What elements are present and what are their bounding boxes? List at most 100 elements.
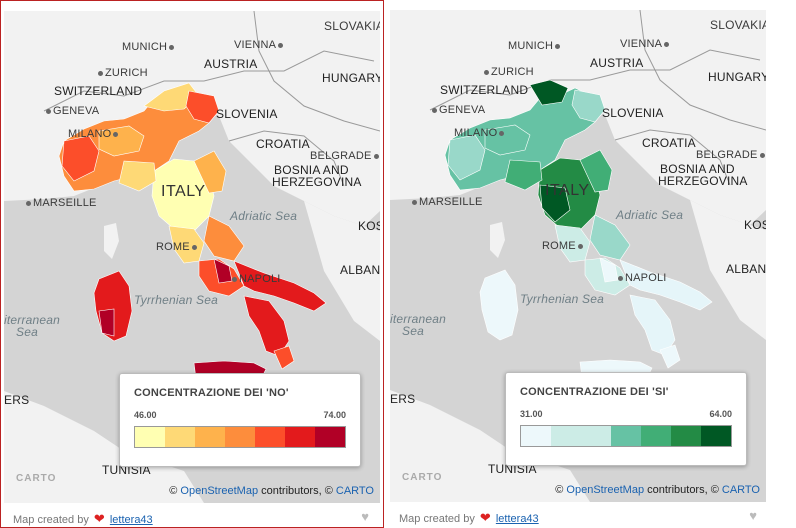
sea-label: iterranean <box>390 312 447 326</box>
country-label: SWITZERLAND <box>54 84 143 98</box>
like-heart-icon[interactable]: ♥ <box>749 508 757 523</box>
city-label: VIENNA <box>620 38 671 50</box>
legend: CONCENTRAZIONE DEI 'SI' 31.00 64.00 <box>505 372 747 466</box>
legend-min: 31.00 <box>520 409 543 419</box>
basemap <box>4 11 380 503</box>
country-label: ERS <box>390 392 416 406</box>
country-label: SLOVAKIA <box>710 18 766 32</box>
sea-label: Tyrrhenian Sea <box>520 292 604 306</box>
country-label: SLOVAKIA <box>324 19 380 33</box>
country-label-italy: ITALY <box>161 183 206 200</box>
country-label: SLOVENIA <box>216 107 278 121</box>
city-dot-icon <box>618 275 623 281</box>
map-canvas[interactable]: SLOVAKIA MUNICH VIENNA AUSTRIA ZURICH HU… <box>390 10 766 502</box>
legend-swatch <box>165 427 195 447</box>
city-dot-icon <box>412 199 417 205</box>
country-label: ERS <box>4 393 30 407</box>
osm-link[interactable]: OpenStreetMap <box>566 484 645 496</box>
city-label: MILANO <box>454 127 506 139</box>
country-label: HERZEGOVINA <box>658 174 748 188</box>
legend-swatch <box>581 426 611 446</box>
legend-swatch <box>225 427 255 447</box>
city-dot-icon <box>373 153 379 159</box>
city-dot-icon <box>113 131 119 137</box>
legend-swatch <box>671 426 701 446</box>
city-label: VIENNA <box>234 39 285 51</box>
country-label: SLOVENIA <box>602 106 664 120</box>
country-label: HUNGARY <box>708 70 766 84</box>
city-dot-icon <box>232 276 237 282</box>
country-label: KOS <box>358 219 380 233</box>
attribution: © OpenStreetMap contributors, © CARTO <box>555 484 760 496</box>
city-label: NAPOLI <box>230 273 281 285</box>
city-dot-icon <box>432 107 437 113</box>
legend-title: CONCENTRAZIONE DEI 'NO' <box>134 387 289 399</box>
sea-label: Adriatic Sea <box>616 208 684 222</box>
legend-swatch <box>611 426 641 446</box>
legend-color-bar <box>134 426 346 448</box>
city-dot-icon <box>484 69 489 75</box>
like-heart-icon[interactable]: ♥ <box>361 509 369 524</box>
map-panel-si: SLOVAKIA MUNICH VIENNA AUSTRIA ZURICH HU… <box>387 0 771 528</box>
city-label: MILANO <box>68 128 120 140</box>
lettera43-link[interactable]: lettera43 <box>495 513 539 525</box>
legend-swatch <box>195 427 225 447</box>
attribution: © OpenStreetMap contributors, © CARTO <box>169 485 374 497</box>
city-dot-icon <box>26 200 31 206</box>
city-dot-icon <box>664 41 670 47</box>
legend-swatch <box>255 427 285 447</box>
carto-link[interactable]: CARTO <box>721 484 760 496</box>
carto-link[interactable]: CARTO <box>335 485 374 497</box>
country-label: HUNGARY <box>322 71 380 85</box>
city-label: GENEVA <box>430 104 485 116</box>
italy-regions <box>58 82 327 392</box>
country-label: KOS <box>744 218 766 232</box>
legend-color-bar <box>520 425 732 447</box>
country-label: ALBANI <box>340 263 380 277</box>
city-label: MARSEILLE <box>24 197 97 209</box>
sea-label: Adriatic Sea <box>230 209 298 223</box>
city-label: ZURICH <box>482 66 534 78</box>
map-canvas[interactable]: SLOVAKIA MUNICH VIENNA AUSTRIA ZURICH HU… <box>4 11 380 503</box>
country-label: ALBANI <box>726 262 766 276</box>
carto-logo: CARTO <box>16 473 57 484</box>
country-label: CROATIA <box>256 137 310 151</box>
city-label: MUNICH <box>122 41 176 53</box>
city-label: BELGRADE <box>696 149 766 161</box>
country-label: HERZEGOVINA <box>272 175 362 189</box>
city-label: MUNICH <box>508 40 562 52</box>
country-label: BOSNIA AND <box>274 163 349 177</box>
legend-swatch <box>315 427 345 447</box>
heart-icon: ❤ <box>93 511 105 526</box>
legend-max: 74.00 <box>323 410 346 420</box>
map-panel-no: SLOVAKIA MUNICH VIENNA AUSTRIA ZURICH HU… <box>0 0 384 528</box>
city-label: ROME <box>542 240 585 252</box>
sea-label: Sea <box>402 324 424 338</box>
country-label-italy: ITALY <box>545 182 590 199</box>
city-dot-icon <box>98 70 103 76</box>
footer-credit: Map created by ❤ lettera43 <box>399 510 539 525</box>
country-label: AUSTRIA <box>204 57 258 71</box>
legend-swatch <box>551 426 581 446</box>
osm-link[interactable]: OpenStreetMap <box>180 485 259 497</box>
legend-swatch <box>135 427 165 447</box>
city-label: GENEVA <box>44 105 99 117</box>
city-label: MARSEILLE <box>410 196 483 208</box>
legend-swatch <box>285 427 315 447</box>
city-dot-icon <box>499 130 505 136</box>
city-label: NAPOLI <box>616 272 667 284</box>
legend-max: 64.00 <box>709 409 732 419</box>
country-label: CROATIA <box>642 136 696 150</box>
city-label: ROME <box>156 241 199 253</box>
legend: CONCENTRAZIONE DEI 'NO' 46.00 74.00 <box>119 373 361 467</box>
country-label: SWITZERLAND <box>440 83 529 97</box>
heart-icon: ❤ <box>479 510 491 525</box>
city-label: ZURICH <box>96 67 148 79</box>
city-label: BELGRADE <box>310 150 380 162</box>
footer-credit: Map created by ❤ lettera43 <box>13 511 153 526</box>
lettera43-link[interactable]: lettera43 <box>109 514 153 526</box>
sea-label: Tyrrhenian Sea <box>134 293 218 307</box>
country-label: AUSTRIA <box>590 56 644 70</box>
legend-title: CONCENTRAZIONE DEI 'SI' <box>520 386 669 398</box>
city-dot-icon <box>191 244 197 250</box>
